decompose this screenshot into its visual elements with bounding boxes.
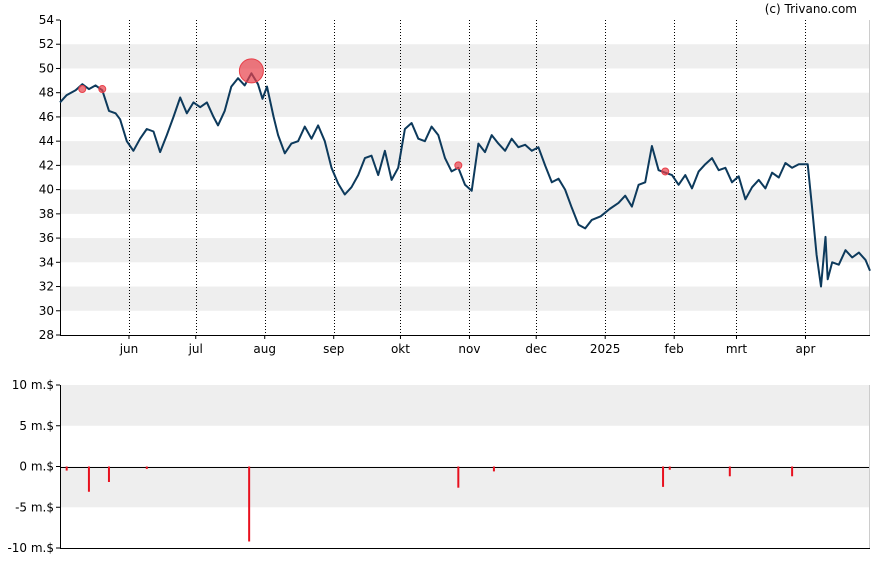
price-x-tick-labels: jun jul aug sep okt nov dec 2025 feb mrt apr — [119, 335, 816, 356]
price-y-tick-label: 36 — [39, 231, 54, 245]
price-y-tick-label: 46 — [39, 110, 54, 124]
trade-marker — [454, 161, 463, 170]
trade-marker — [78, 85, 87, 94]
price-x-tick-label: okt — [391, 342, 410, 356]
volume-y-tick-label: 0 m.$ — [19, 460, 54, 474]
volume-band — [60, 385, 870, 426]
volume-bars — [65, 466, 794, 542]
volume-bar — [791, 466, 794, 477]
price-band — [60, 189, 870, 214]
volume-y-tick-label: -5 m.$ — [15, 500, 54, 514]
price-x-tick-label: nov — [458, 342, 480, 356]
price-band — [60, 238, 870, 263]
price-y-tick-label: 34 — [39, 255, 54, 269]
price-x-tick-label: 2025 — [590, 342, 621, 356]
price-axes — [60, 20, 870, 336]
credit-text: (c) Trivano.com — [765, 2, 857, 16]
price-x-tick-label: jun — [119, 342, 139, 356]
trade-marker — [661, 167, 670, 176]
price-y-tick-label: 42 — [39, 158, 54, 172]
volume-bar — [457, 466, 460, 488]
price-y-tick-labels: 28 30 32 34 36 38 40 42 44 46 48 50 52 54 — [39, 13, 60, 342]
volume-bar — [107, 466, 110, 482]
volume-axes — [60, 385, 870, 549]
volume-bar — [145, 466, 148, 469]
volume-grid-bands — [60, 385, 870, 508]
price-y-tick-label: 38 — [39, 207, 54, 221]
price-line — [59, 72, 871, 288]
price-x-tick-label: dec — [525, 342, 547, 356]
volume-y-tick-label: 5 m.$ — [19, 419, 54, 433]
price-y-tick-label: 54 — [39, 13, 54, 27]
price-band — [60, 141, 870, 166]
trade-markers — [78, 58, 670, 176]
price-y-tick-label: 50 — [39, 61, 54, 75]
price-x-tick-label: sep — [323, 342, 344, 356]
price-x-tick-label: aug — [253, 342, 276, 356]
price-band — [60, 286, 870, 311]
price-x-tick-label: feb — [665, 342, 684, 356]
price-band — [60, 44, 870, 69]
trade-marker — [238, 58, 264, 84]
price-y-tick-label: 48 — [39, 86, 54, 100]
price-x-tick-label: jul — [188, 342, 203, 356]
price-y-tick-label: 52 — [39, 37, 54, 51]
price-y-tick-label: 28 — [39, 328, 54, 342]
volume-bar — [668, 466, 671, 470]
price-y-tick-label: 40 — [39, 183, 54, 197]
volume-y-tick-labels: 10 m.$ 5 m.$ 0 m.$ -5 m.$ -10 m.$ — [7, 378, 60, 555]
price-y-tick-label: 30 — [39, 304, 54, 318]
volume-bar — [65, 466, 68, 471]
price-x-tick-label: apr — [796, 342, 816, 356]
volume-bar — [248, 466, 251, 542]
price-x-tick-label: mrt — [726, 342, 748, 356]
volume-bar — [87, 466, 90, 492]
volume-bar — [662, 466, 665, 487]
volume-bar — [492, 466, 495, 472]
price-band — [60, 92, 870, 117]
price-y-tick-label: 32 — [39, 280, 54, 294]
price-grid-bands — [60, 44, 870, 311]
trade-marker — [98, 85, 107, 94]
volume-y-tick-label: -10 m.$ — [7, 541, 54, 555]
price-y-tick-label: 44 — [39, 134, 54, 148]
volume-bar — [728, 466, 731, 477]
volume-y-tick-label: 10 m.$ — [12, 378, 54, 392]
volume-band — [60, 466, 870, 508]
